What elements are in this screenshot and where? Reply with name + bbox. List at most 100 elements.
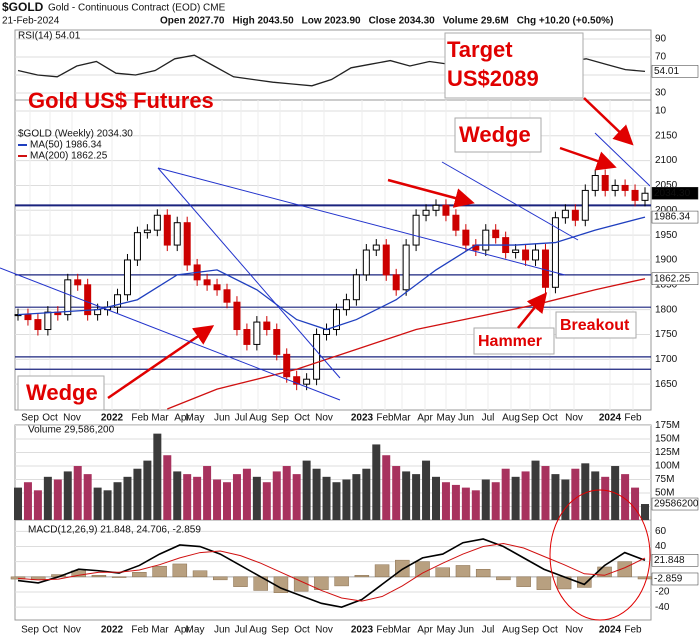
volume-bar [481,479,490,520]
macd-hist [637,576,653,580]
candle [123,259,131,296]
last-value-box [651,186,699,200]
last-value-box [651,65,699,78]
target-text: Target [447,37,513,62]
x-tick-label: Nov [565,625,583,636]
volume-bar [412,474,421,520]
x-tick-label: 2022 [101,413,124,424]
volume-bar [392,466,401,520]
trendlines [0,132,651,401]
y-tick-label: 1950 [655,230,678,241]
macd-hist [314,576,329,590]
x-tick-label: Sep [271,625,289,636]
volume-bar [123,476,132,520]
candle [303,378,311,385]
signal-line [17,542,646,602]
volume-bar [591,471,600,520]
x-tick-label: Mar [151,413,169,424]
x-tick-label: Aug [502,413,520,424]
last-value-box [651,272,699,285]
volume-bar [352,474,361,520]
volume-bar [242,468,251,520]
candle [44,311,52,331]
candle [283,353,291,378]
legend-entry: MA(50) 1986.34 [30,140,102,151]
y-tick-label: 1900 [655,255,678,266]
x-tick-label: Feb [131,413,149,424]
candle [223,289,231,303]
volume-bar [471,490,480,520]
x-tick-label: 2022 [101,625,124,636]
volume-bar [631,487,640,520]
volume-bar [232,474,241,520]
candle [342,299,350,311]
candle [641,192,649,201]
candle [571,209,579,221]
wedge-box [454,117,542,153]
macd-hist [132,572,147,578]
moving-average [167,278,646,410]
volume-bar [213,479,222,520]
volume-bar [461,487,470,520]
volume-bar [153,433,162,520]
x-tick-label: Jun [214,413,230,424]
volume-bar [382,455,391,520]
x-tick-label: Jul [482,413,495,424]
macd-legend: MACD(12,26,9) 21.848, 24.706, -2.859 [28,525,201,536]
x-tick-label: 2024 [599,625,622,636]
candle [462,229,470,246]
y-tick-label: 2000 [655,205,678,216]
y-tick-label: 125M [655,447,680,458]
candle [133,232,141,261]
last-value-label: 21.848 [654,555,685,566]
volume-bar [521,471,530,520]
x-tick-label: May [186,625,205,636]
x-tick-label: Sep [21,413,39,424]
y-tick-label: -40 [655,602,670,613]
x-tick-label: Feb [624,413,642,424]
x-tick-label: Jul [482,625,495,636]
macd-hist [10,576,26,580]
x-tick-label: Sep [521,625,539,636]
breakout-box [555,311,637,339]
wedge-text: Wedge [459,122,531,147]
target-text: US$2089 [447,66,539,91]
x-tick-label: Aug [249,625,267,636]
last-value-label: 2034.30 [654,188,691,199]
macd-hist [233,576,248,587]
y-tick-label: 40 [655,541,667,552]
highlight-circle [549,489,651,621]
y-tick-label: 50M [655,488,674,499]
candle [273,329,281,355]
candle [372,244,380,251]
candle [541,249,549,288]
volume-legend: Volume 29,586,200 [28,425,115,436]
macd-hist [91,575,107,578]
x-tick-label: Oct [294,413,310,424]
candle [432,204,440,211]
volume-bar [203,466,212,520]
chart-title: Gold US$ Futures [28,88,214,113]
volume-bar [641,504,649,520]
x-tick-label: Jun [214,625,230,636]
volume-bar [33,490,42,520]
volume-bar [223,482,231,520]
volume-bar [491,482,500,520]
macd-hist [536,576,552,590]
candle [183,222,191,266]
x-tick-label: 2023 [351,625,374,636]
candle [263,321,271,331]
x-tick-label: Apr [417,413,433,424]
volume-bar [73,466,82,520]
candle [84,284,92,316]
x-tick-label: 2024 [599,413,622,424]
x-tick-label: Apr [174,625,190,636]
volume-bar [282,466,291,520]
volume-bar [143,460,152,520]
candle [114,294,122,308]
volume-bar [163,455,172,520]
candle [442,204,450,216]
x-tick-label: Oct [42,625,58,636]
candle [24,314,32,321]
volume-bar [621,474,630,520]
